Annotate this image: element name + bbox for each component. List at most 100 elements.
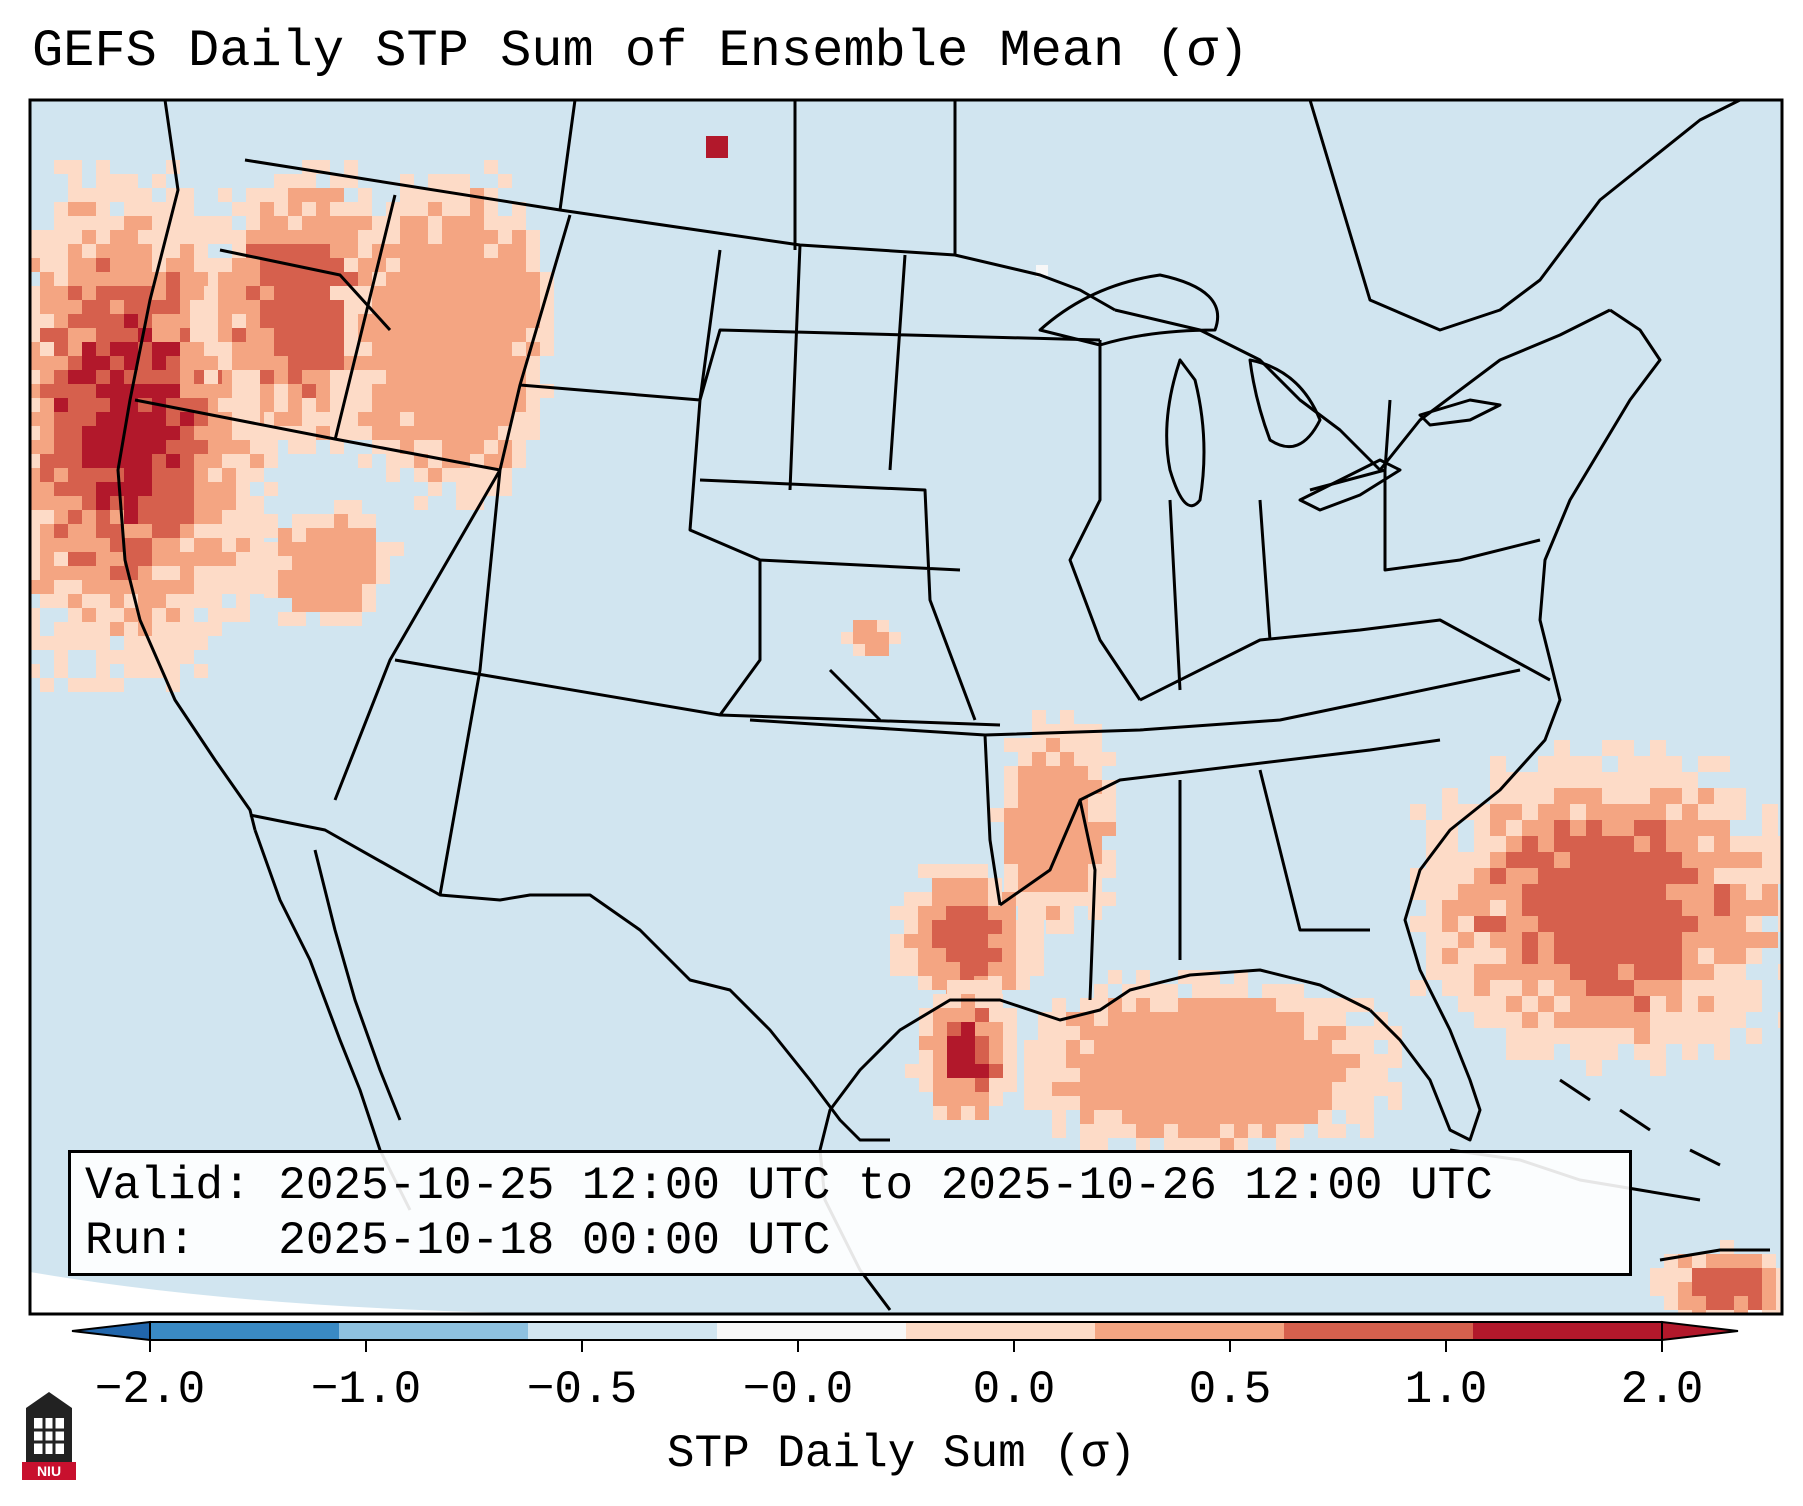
stp-cell (1060, 766, 1074, 780)
stp-cell (30, 608, 40, 622)
stp-cell (1618, 852, 1634, 868)
stp-cell (246, 426, 260, 440)
stp-cell (0, 398, 12, 412)
stp-cell (1538, 1028, 1554, 1044)
stp-cell (1262, 1110, 1276, 1124)
stp-cell (68, 272, 82, 286)
stp-cell (1650, 1044, 1666, 1060)
stp-cell (1734, 1254, 1748, 1268)
stp-cell (1346, 1040, 1360, 1054)
stp-cell (1618, 980, 1634, 996)
stp-cell (40, 398, 54, 412)
stp-cell (904, 934, 918, 948)
stp-cell (1586, 1012, 1602, 1028)
stp-cell (1046, 892, 1060, 906)
stp-cell (1570, 900, 1586, 916)
stp-cell (414, 356, 428, 370)
stp-cell (222, 566, 236, 580)
stp-cell (1004, 836, 1018, 850)
stp-cell (1248, 1026, 1262, 1040)
stp-cell (138, 412, 152, 426)
stp-cell (1650, 852, 1666, 868)
stp-cell (344, 244, 358, 258)
stp-cell (372, 216, 386, 230)
stp-cell (180, 636, 194, 650)
stp-cell (0, 328, 12, 342)
stp-cell (348, 556, 362, 570)
stp-cell (1714, 788, 1730, 804)
stp-cell (40, 468, 54, 482)
stp-cell (12, 398, 26, 412)
stp-cell (236, 468, 250, 482)
stp-cell (12, 370, 26, 384)
stp-cell (124, 174, 138, 188)
stp-cell (152, 594, 166, 608)
stp-cell (1618, 772, 1634, 788)
stp-cell (222, 440, 236, 454)
stp-cell (498, 244, 512, 258)
stp-cell (1650, 788, 1666, 804)
stp-cell (946, 878, 960, 892)
stp-cell (246, 328, 260, 342)
stp-cell (1002, 906, 1016, 920)
stp-cell (1002, 948, 1016, 962)
stp-cell (54, 454, 68, 468)
stp-cell (1698, 980, 1714, 996)
stp-cell (946, 962, 960, 976)
stp-cell (947, 1106, 961, 1120)
stp-cell (246, 202, 260, 216)
stp-cell (1650, 884, 1666, 900)
stp-cell (961, 980, 975, 994)
stp-cell (1032, 808, 1046, 822)
stp-cell (334, 500, 348, 514)
stp-cell (919, 1064, 933, 1078)
stp-cell (1094, 1012, 1108, 1026)
stp-cell (1442, 948, 1458, 964)
stp-cell (1570, 916, 1586, 932)
stp-cell (110, 230, 124, 244)
stp-cell (96, 328, 110, 342)
stp-cell (1730, 884, 1746, 900)
stp-cell (68, 678, 82, 692)
stp-cell (208, 594, 222, 608)
stp-cell (442, 272, 456, 286)
stp-cell (428, 328, 442, 342)
stp-cell (110, 608, 124, 622)
stp-cell (1442, 836, 1458, 852)
stp-cell (1108, 1096, 1122, 1110)
stp-cell (1714, 948, 1730, 964)
stp-cell (1650, 900, 1666, 916)
stp-cell (400, 328, 414, 342)
stp-cell (246, 272, 260, 286)
stp-cell (946, 920, 960, 934)
stp-cell (442, 174, 456, 188)
stp-cell (498, 398, 512, 412)
stp-cell (1650, 948, 1666, 964)
stp-cell (12, 496, 26, 510)
stp-cell (1046, 794, 1060, 808)
stp-cell (1634, 916, 1650, 932)
stp-cell (1262, 998, 1276, 1012)
stp-cell (1682, 836, 1698, 852)
stp-cell (68, 286, 82, 300)
stp-cell (316, 202, 330, 216)
projection-edge (30, 1272, 700, 1314)
stp-cell (1586, 996, 1602, 1012)
stp-cell (1698, 756, 1714, 772)
stp-cell (877, 644, 889, 656)
stp-cell (1074, 864, 1088, 878)
stp-cell (1388, 1054, 1402, 1068)
stp-cell (1046, 836, 1060, 850)
stp-cell (68, 230, 82, 244)
stp-cell (1538, 1044, 1554, 1060)
stp-cell (1746, 948, 1762, 964)
stp-cell (12, 552, 26, 566)
stp-cell (498, 174, 512, 188)
stp-cell (1276, 1054, 1290, 1068)
stp-cell (1442, 884, 1458, 900)
stp-cell (82, 188, 96, 202)
stp-cell (246, 314, 260, 328)
stp-cell (947, 1036, 961, 1050)
stp-cell (0, 426, 12, 440)
stp-cell (470, 468, 484, 482)
